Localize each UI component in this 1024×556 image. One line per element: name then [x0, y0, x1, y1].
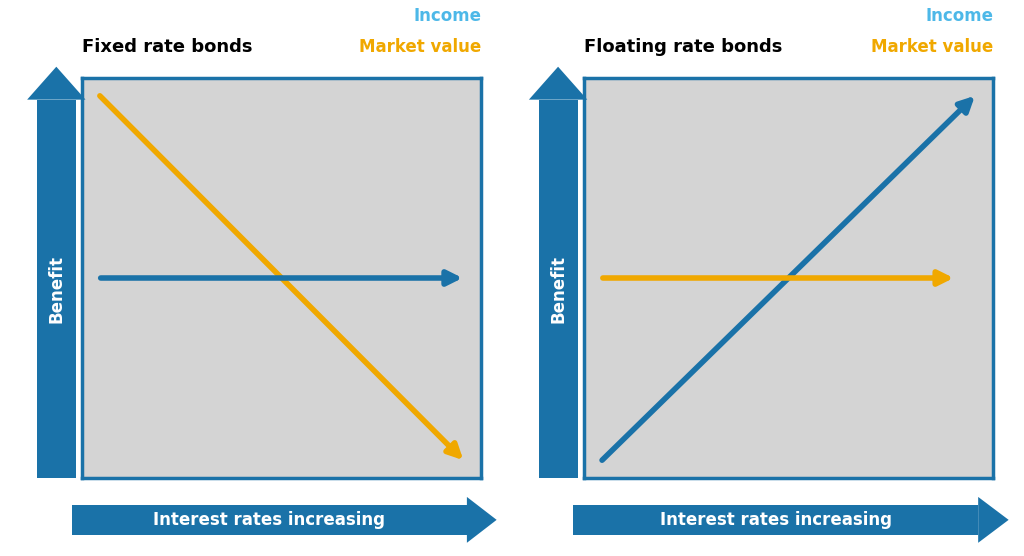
Polygon shape — [28, 67, 85, 100]
Text: Interest rates increasing: Interest rates increasing — [659, 511, 892, 529]
Text: Interest rates increasing: Interest rates increasing — [154, 511, 385, 529]
Polygon shape — [37, 100, 76, 478]
Polygon shape — [467, 497, 497, 543]
Text: Benefit: Benefit — [549, 255, 567, 323]
Polygon shape — [573, 505, 978, 535]
Polygon shape — [72, 505, 467, 535]
Text: Market value: Market value — [871, 38, 993, 56]
Text: Income: Income — [414, 7, 481, 25]
Polygon shape — [528, 67, 587, 100]
Polygon shape — [539, 100, 578, 478]
Polygon shape — [978, 497, 1009, 543]
Text: Floating rate bonds: Floating rate bonds — [584, 38, 782, 56]
Text: Benefit: Benefit — [47, 255, 66, 323]
Text: Market value: Market value — [359, 38, 481, 56]
Text: Income: Income — [926, 7, 993, 25]
Text: Fixed rate bonds: Fixed rate bonds — [82, 38, 253, 56]
